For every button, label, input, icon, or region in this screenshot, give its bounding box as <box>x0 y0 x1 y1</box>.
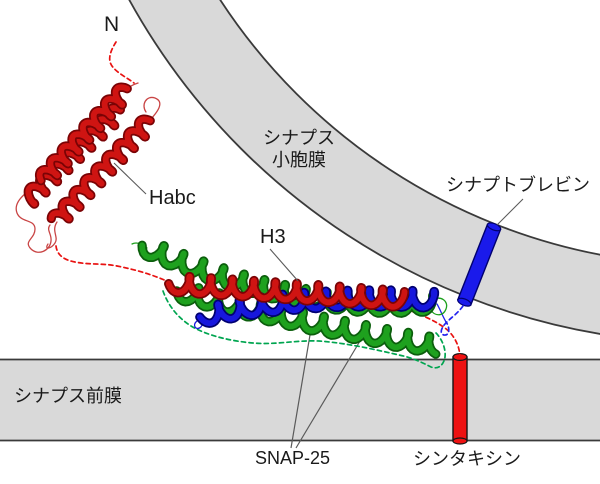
syntaxin-tm-linker-dash <box>397 304 461 357</box>
vesicle-membrane-label-line2: 小胞膜 <box>272 150 326 170</box>
habc-helix-left <box>34 82 132 186</box>
syntaxin-label: シンタキシン <box>413 449 521 469</box>
habc-helix-right <box>46 114 155 224</box>
synaptobrevin-linker-dash <box>436 303 464 336</box>
habc-h3-linker-dash <box>55 245 172 284</box>
h3-domain-label: H3 <box>260 226 286 248</box>
snap25-linker-dash <box>162 290 446 369</box>
presynaptic-membrane-label: シナプス前膜 <box>14 386 122 406</box>
n-terminal-linker-dash <box>108 41 135 84</box>
vesicle-membrane-label-line1: シナプス <box>263 128 335 148</box>
synaptobrevin-label: シナプトブレビン <box>446 175 590 195</box>
synaptobrevin-tm-rod <box>456 222 502 307</box>
synaptobrevin-leader-line <box>496 198 524 226</box>
h3-leader-line <box>269 248 299 282</box>
snap25-label: SNAP-25 <box>255 448 331 468</box>
habc-domain-label: Habc <box>149 187 196 209</box>
habc-leader-line <box>113 162 147 195</box>
vesicle-membrane-label: シナプス 小胞膜 <box>238 127 360 171</box>
n-terminus-label: N <box>104 13 120 36</box>
syntaxin-tm-cylinder <box>452 353 468 445</box>
snap25-leader-lines <box>290 328 361 449</box>
habc-loop-outlines <box>15 82 161 253</box>
syntaxin-h3-helix <box>164 271 410 312</box>
